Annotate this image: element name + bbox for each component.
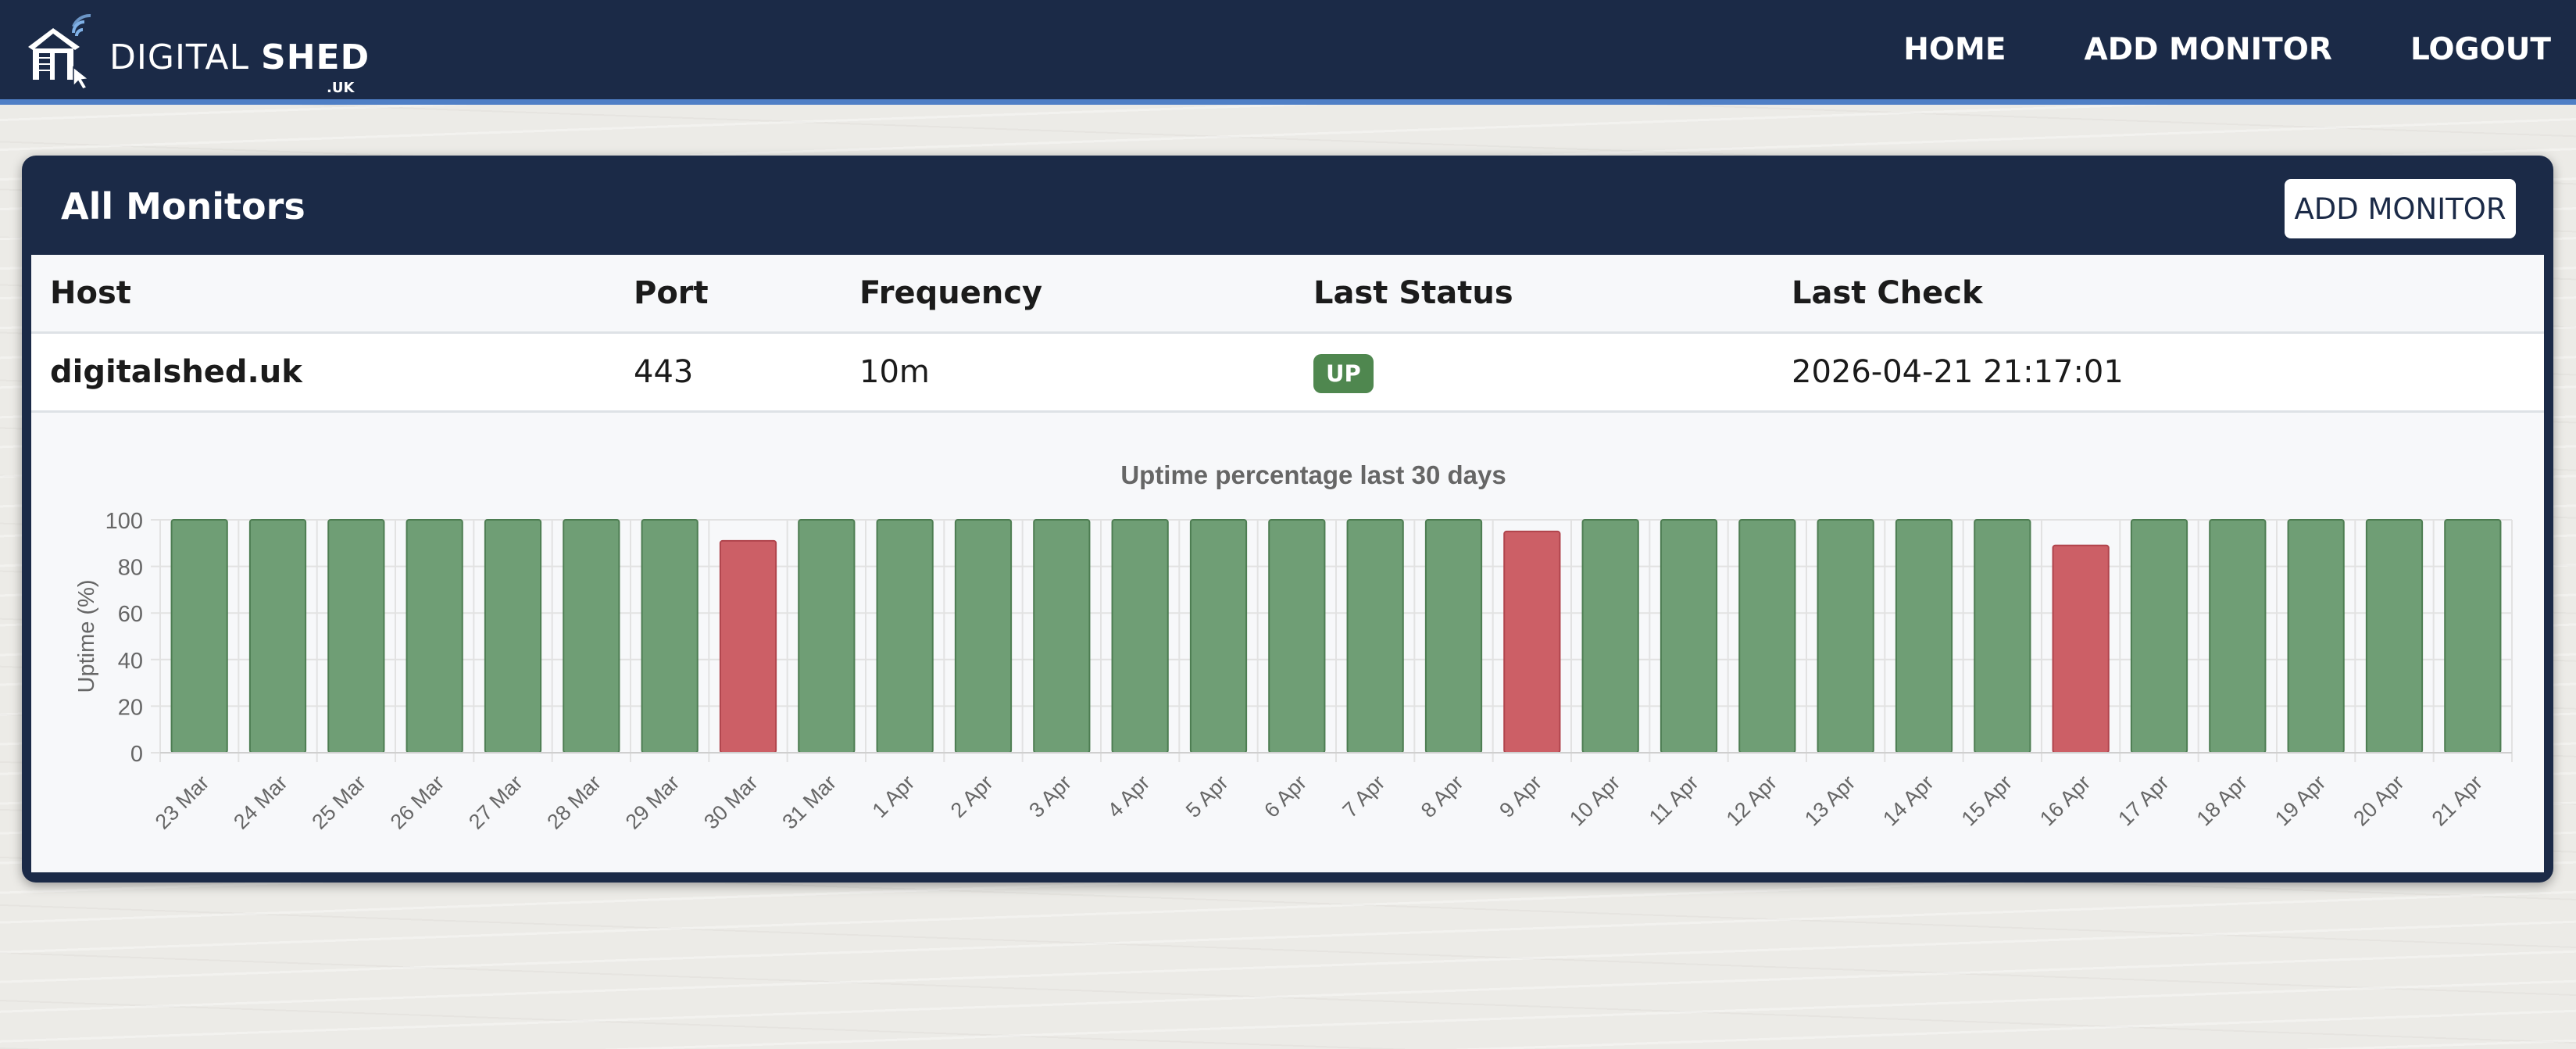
- chart-bar: [248, 519, 307, 754]
- port-cell: 443: [634, 354, 694, 390]
- chart-bar: [1346, 519, 1404, 754]
- x-tick-label: 26 Mar: [386, 771, 449, 834]
- y-tick-label: 60: [118, 602, 143, 627]
- x-tick-label: 6 Apr: [1259, 771, 1311, 822]
- brand-name: DIGITAL SHED: [109, 38, 370, 77]
- status-cell: UP: [1313, 334, 1374, 410]
- chart-bar: [2444, 519, 2502, 754]
- x-tick-label: 28 Mar: [542, 771, 606, 834]
- card-title: All Monitors: [61, 185, 305, 227]
- x-tick-label: 21 Apr: [2428, 771, 2487, 830]
- shed-wifi-icon: [28, 13, 91, 90]
- host-cell[interactable]: digitalshed.uk: [50, 354, 302, 390]
- x-tick-label: 24 Mar: [229, 771, 292, 834]
- brand-suffix: .UK: [327, 80, 355, 96]
- status-badge: UP: [1313, 354, 1374, 393]
- table-header-row: Host Port Frequency Last Status Last Che…: [31, 255, 2544, 334]
- chart-bar: [2365, 519, 2424, 754]
- chart-bar: [1268, 519, 1326, 754]
- chart-bar: [1817, 519, 1874, 754]
- x-tick-label: 31 Mar: [777, 771, 841, 834]
- x-tick-label: 11 Apr: [1645, 771, 1703, 829]
- chart-bar: [327, 519, 385, 754]
- nav-add-monitor-link[interactable]: ADD MONITOR: [2084, 32, 2332, 67]
- chart-bar: [1895, 519, 1953, 754]
- chart-bar: [563, 519, 620, 754]
- x-tick-label: 20 Apr: [2349, 771, 2408, 830]
- x-tick-label: 4 Apr: [1103, 771, 1155, 822]
- nav-links: HOME ADD MONITOR LOGOUT: [1825, 25, 2551, 75]
- y-tick-label: 40: [118, 649, 143, 674]
- x-tick-label: 27 Mar: [464, 771, 527, 834]
- x-tick-label: 1 Apr: [868, 771, 920, 822]
- chart-bar: [2287, 519, 2345, 754]
- x-tick-label: 29 Mar: [621, 771, 684, 834]
- x-tick-label: 14 Apr: [1878, 771, 1938, 830]
- chart-bar: [876, 519, 934, 754]
- chart-bar: [2052, 544, 2110, 754]
- x-tick-label: 2 Apr: [946, 771, 998, 822]
- chart-bar: [2209, 519, 2267, 754]
- x-tick-label: 10 Apr: [1565, 771, 1624, 830]
- x-tick-label: 17 Apr: [2113, 771, 2173, 830]
- nav-logout-link[interactable]: LOGOUT: [2410, 32, 2551, 67]
- x-tick-label: 5 Apr: [1181, 771, 1233, 822]
- y-tick-label: 0: [130, 742, 143, 767]
- x-tick-label: 25 Mar: [307, 771, 370, 834]
- brand-name-light: DIGITAL: [109, 38, 250, 77]
- chart-title: Uptime percentage last 30 days: [1120, 460, 1506, 489]
- chart-bar: [954, 519, 1013, 754]
- x-tick-label: 9 Apr: [1495, 771, 1546, 822]
- add-monitor-button[interactable]: ADD MONITOR: [2285, 179, 2516, 238]
- nav-home-link[interactable]: HOME: [1903, 32, 2006, 67]
- column-header-last-status[interactable]: Last Status: [1313, 275, 1513, 311]
- chart-bar: [1189, 519, 1248, 754]
- brand-logo[interactable]: DIGITAL SHED .UK: [25, 13, 369, 96]
- x-tick-label: 15 Apr: [1957, 771, 2017, 830]
- monitors-card: All Monitors ADD MONITOR Host Port Frequ…: [22, 156, 2553, 883]
- x-tick-label: 18 Apr: [2192, 771, 2252, 830]
- column-header-host[interactable]: Host: [50, 275, 131, 311]
- monitors-table: Host Port Frequency Last Status Last Che…: [31, 255, 2544, 872]
- brand-name-bold: SHED: [261, 38, 370, 77]
- x-tick-label: 23 Mar: [151, 771, 214, 834]
- chart-bar: [641, 519, 698, 754]
- chart-bar: [1660, 519, 1718, 754]
- chart-bar: [1033, 519, 1091, 754]
- chart-bar: [1581, 519, 1639, 754]
- x-tick-label: 13 Apr: [1800, 771, 1860, 830]
- x-tick-label: 16 Apr: [2035, 771, 2095, 830]
- x-tick-label: 8 Apr: [1417, 771, 1468, 822]
- chart-bar: [719, 539, 777, 754]
- chart-bar: [484, 519, 542, 754]
- chart-bar: [1503, 530, 1561, 754]
- table-row[interactable]: digitalshed.uk 443 10m UP 2026-04-21 21:…: [31, 334, 2544, 413]
- chart-bar: [1738, 519, 1796, 754]
- column-header-last-check[interactable]: Last Check: [1792, 275, 1983, 311]
- uptime-chart-panel: Uptime percentage last 30 days 0 20 40 60 80 1…: [31, 415, 2544, 872]
- chart-bar: [1111, 519, 1169, 754]
- x-tick-label: 12 Apr: [1722, 771, 1781, 830]
- chart-bar: [170, 519, 228, 754]
- x-tick-label: 19 Apr: [2271, 771, 2330, 830]
- column-header-port[interactable]: Port: [634, 275, 709, 311]
- y-tick-label: 80: [118, 556, 143, 581]
- top-navbar: DIGITAL SHED .UK HOME ADD MONITOR LOGOUT: [0, 0, 2576, 105]
- x-tick-label: 3 Apr: [1024, 771, 1076, 822]
- chart-bar: [1974, 519, 2031, 754]
- y-tick-label: 20: [118, 695, 143, 720]
- uptime-bar-chart: Uptime percentage last 30 days 0 20 40 60 80 1…: [74, 460, 2513, 834]
- column-header-frequency[interactable]: Frequency: [859, 275, 1043, 311]
- x-tick-label: 7 Apr: [1338, 771, 1390, 822]
- chart-bar: [1424, 519, 1483, 754]
- last-check-cell: 2026-04-21 21:17:01: [1792, 354, 2124, 390]
- frequency-cell: 10m: [859, 354, 930, 390]
- y-tick-label: 100: [105, 509, 143, 534]
- chart-bar: [798, 519, 856, 754]
- chart-bar: [406, 519, 463, 754]
- chart-bar: [2130, 519, 2188, 754]
- y-axis-label: Uptime (%): [74, 579, 99, 693]
- x-tick-label: 30 Mar: [699, 771, 763, 834]
